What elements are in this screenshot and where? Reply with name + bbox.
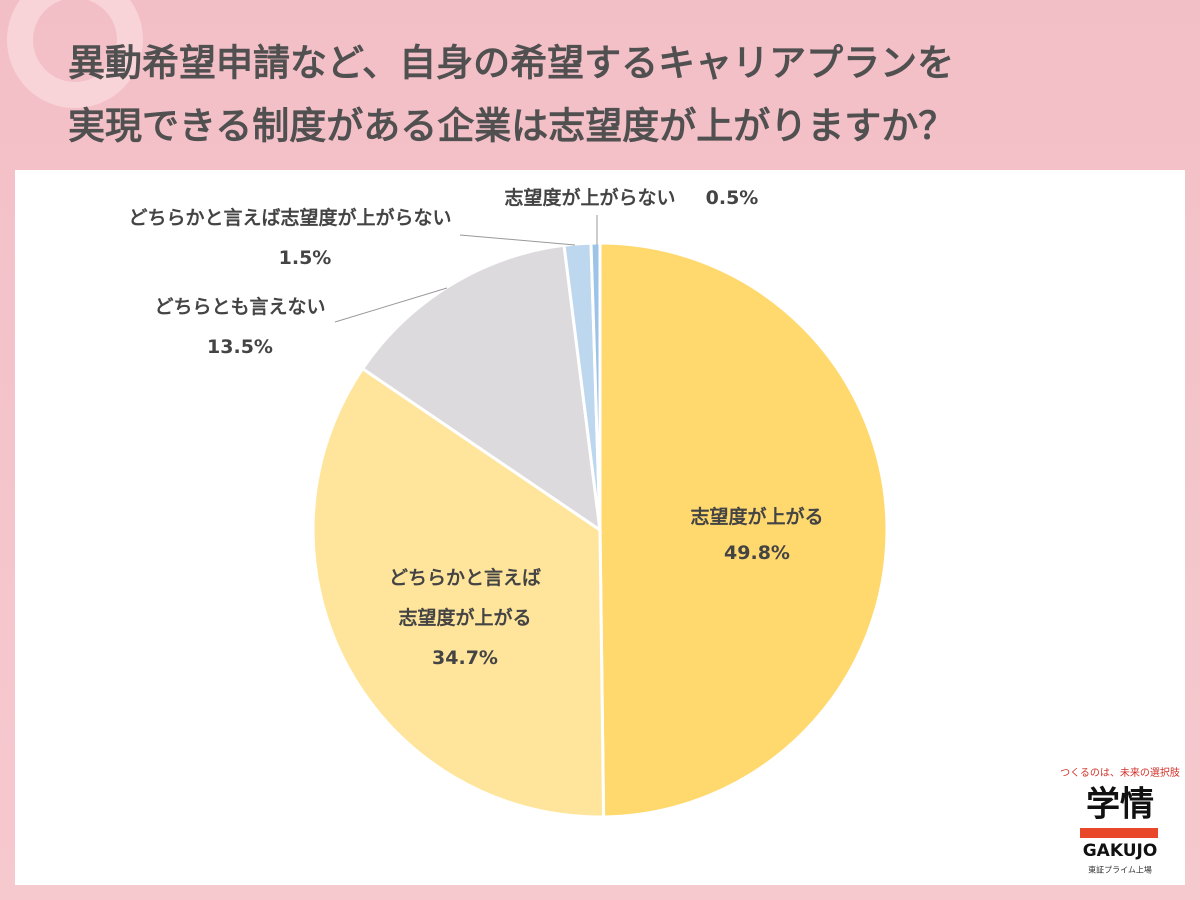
logo-name: 学情 <box>1086 785 1154 825</box>
pie-slice <box>311 366 606 819</box>
value-label: 34.7% <box>432 647 498 669</box>
slice-label: どちらかと言えば 志望度が上がる <box>388 567 542 629</box>
value-label: 13.5% <box>207 336 273 358</box>
chart-title: 異動希望申請など、自身の希望するキャリアプランを <box>68 42 954 85</box>
logo-bar <box>1080 828 1158 838</box>
value-label: 0.5% <box>705 187 759 209</box>
logo-note: 東証プライム上場 <box>1088 865 1152 875</box>
pie-slice <box>598 241 889 819</box>
logo-roman: GAKUJO <box>1083 841 1158 861</box>
slice-label: 志望度が上がる <box>690 506 824 528</box>
pie-slice <box>589 241 602 531</box>
decoration <box>7 0 143 108</box>
leader-line <box>459 234 576 246</box>
slice-label: 志望度が上がらない <box>504 187 676 209</box>
slice-label: どちらとも言えない <box>154 296 326 318</box>
slice-label: どちらかと言えば志望度が上がらない <box>128 207 452 229</box>
value-label: 49.8% <box>724 542 790 564</box>
chart-title: 実現できる制度がある企業は志望度が上がりますか？ <box>68 105 955 148</box>
pie-slice <box>360 243 602 534</box>
value-label: 1.5% <box>278 247 332 269</box>
logo-tagline: つくるのは、未来の選択肢 <box>1060 766 1180 779</box>
leader-line <box>334 287 448 323</box>
